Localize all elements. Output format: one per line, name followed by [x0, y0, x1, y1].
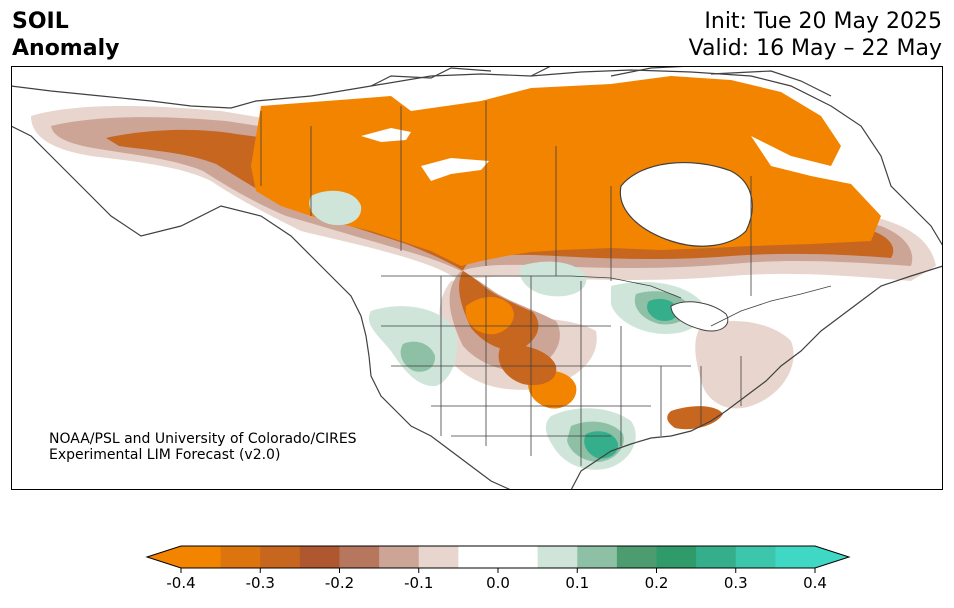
colorbar-tick-label: 0.3 [724, 574, 748, 592]
great-bear-lake [361, 128, 411, 142]
colorbar-bin [577, 546, 618, 568]
credit-line-1: NOAA/PSL and University of Colorado/CIRE… [49, 431, 357, 447]
canadian-provincial-borders [260, 101, 752, 296]
valid-period: Valid: 16 May – 22 May [688, 36, 942, 61]
colorbar-bin [260, 546, 301, 568]
arctic-islands-outline [370, 66, 832, 97]
colorbar-bin [656, 546, 697, 568]
colorbar-tick-label: -0.3 [246, 574, 275, 592]
us-state-borders [381, 276, 742, 466]
north-america-coastline [11, 69, 943, 490]
colorbar-under-arrow [147, 546, 181, 568]
colorbar-bin [498, 546, 539, 568]
dry-strong-northeast-region [611, 76, 841, 166]
great-lakes [670, 301, 729, 332]
dry-mid-southwest-region [498, 344, 557, 386]
map-title: SOIL Anomaly [12, 8, 119, 62]
credit-line-2: Experimental LIM Forecast (v2.0) [49, 447, 281, 463]
colorbar-bin [339, 546, 380, 568]
colorbar: -0.4 -0.3 -0.2 -0.1 0.0 0.1 0.2 0.3 0.4 [145, 545, 851, 592]
colorbar-bin [735, 546, 776, 568]
anomaly-map [11, 66, 943, 490]
colorbar-tick-label: 0.0 [486, 574, 510, 592]
wet-faint-plains-region [520, 261, 587, 297]
colorbar-tick-label: -0.4 [166, 574, 195, 592]
forecast-dates: Init: Tue 20 May 2025 Valid: 16 May – 22… [689, 8, 942, 62]
dry-faint-east-region [695, 321, 794, 409]
title-line-1: SOIL [12, 9, 69, 34]
colorbar-bin [537, 546, 578, 568]
dry-mid-southeast-region [667, 406, 723, 430]
colorbar-bin [418, 546, 459, 568]
colorbar-bin [775, 546, 816, 568]
colorbar-bin [379, 546, 420, 568]
colorbar-bin [181, 546, 222, 568]
lakes-layer [361, 128, 753, 332]
dry-strong-plains-region [465, 297, 514, 335]
wet-strong-midwest-region [647, 298, 679, 321]
credit-text: NOAA/PSL and University of Colorado/CIRE… [49, 431, 357, 463]
colorbar-tick-label: 0.4 [803, 574, 827, 592]
great-slave-lake [421, 158, 489, 181]
colorbar-over-arrow [815, 546, 849, 568]
map-frame [11, 66, 943, 490]
colorbar-bin [220, 546, 261, 568]
dry-anomaly-layer [31, 76, 936, 430]
title-line-2: Anomaly [12, 36, 120, 61]
colorbar-bin [696, 546, 737, 568]
colorbar-tick-label: 0.1 [565, 574, 589, 592]
colorbar-tick-label: 0.2 [645, 574, 669, 592]
init-date: Init: Tue 20 May 2025 [704, 9, 942, 34]
political-boundaries-layer [260, 101, 832, 466]
colorbar-tick-label: -0.2 [325, 574, 354, 592]
wet-faint-northwest-region [309, 190, 362, 226]
colorbar-bin [616, 546, 657, 568]
colorbar-bin [299, 546, 340, 568]
colorbar-tick-label: -0.1 [404, 574, 433, 592]
coastlines-layer [11, 66, 943, 490]
colorbar-bin [458, 546, 499, 568]
hudson-bay [619, 162, 753, 247]
wet-mid-west-region [400, 341, 436, 372]
